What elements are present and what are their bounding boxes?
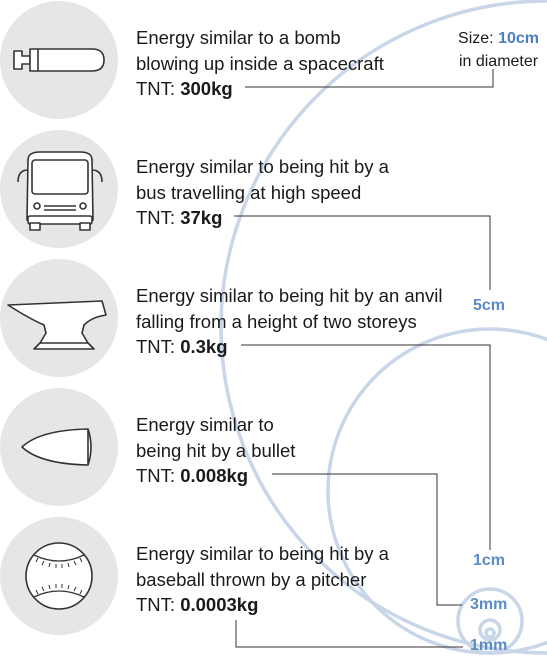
comparison-row-baseball: Energy similar to being hit by a basebal…	[0, 516, 547, 636]
description-line: bus travelling at high speed	[136, 181, 362, 203]
size-label-1cm: 1cm	[473, 552, 506, 569]
description-line: being hit by a bullet	[136, 439, 296, 461]
leader-line-0.0003kg	[235, 620, 463, 648]
baseball-icon	[0, 517, 118, 635]
tnt-value: TNT: 37kg	[136, 207, 223, 228]
description-line: Energy similar to being hit by an anvil	[136, 285, 443, 306]
size-note-prefix: Size:	[458, 30, 494, 47]
bomb-icon	[0, 1, 118, 119]
leader-line-37kg	[234, 215, 491, 290]
circle-1cm	[456, 587, 524, 655]
size-label-1mm: 1mm	[470, 637, 508, 654]
tnt-value: TNT: 300kg	[136, 78, 233, 99]
bus-icon	[0, 130, 118, 248]
description-line: Energy similar to being hit by a	[136, 156, 389, 177]
row-description: Energy similar to being hit by a basebal…	[136, 541, 389, 618]
tnt-value: TNT: 0.0003kg	[136, 594, 259, 615]
circle-1mm	[484, 627, 496, 639]
circle-3mm	[478, 618, 502, 642]
tnt-value: TNT: 0.008kg	[136, 465, 249, 486]
description-line: Energy similar to being hit by a	[136, 543, 389, 564]
tnt-value: TNT: 0.3kg	[136, 336, 228, 357]
circle-10cm	[219, 0, 547, 655]
size-note-value: 10cm	[498, 30, 539, 47]
row-description: Energy similar to being hit by a bus tra…	[136, 154, 389, 231]
comparison-row-anvil: Energy similar to being hit by an anvil …	[0, 258, 547, 378]
size-label-5cm: 5cm	[473, 297, 506, 314]
description-line: Energy similar to a bomb	[136, 27, 341, 48]
comparison-row-bus: Energy similar to being hit by a bus tra…	[0, 129, 547, 249]
bullet-icon	[0, 388, 118, 506]
size-note-suffix: in diameter	[458, 53, 539, 70]
leader-line-0.3kg	[241, 344, 491, 550]
size-label-3mm: 3mm	[470, 596, 508, 613]
comparison-row-bullet: Energy similar to being hit by a bullet …	[0, 387, 547, 507]
row-description: Energy similar to a bomb blowing up insi…	[136, 25, 384, 102]
row-description: Energy similar to being hit by an anvil …	[136, 283, 442, 360]
row-description: Energy similar to being hit by a bullet …	[136, 412, 295, 489]
description-line: falling from a height of two storeys	[136, 310, 417, 332]
anvil-icon	[0, 259, 118, 377]
comparison-row-bomb: Energy similar to a bomb blowing up insi…	[0, 0, 547, 120]
description-line: baseball thrown by a pitcher	[136, 568, 367, 590]
description-line: blowing up inside a spacecraft	[136, 52, 384, 74]
leader-line-300kg	[245, 69, 494, 88]
leader-line-0.008kg	[272, 473, 462, 606]
description-line: Energy similar to	[136, 414, 274, 435]
size-note: Size: 10cm in diameter	[458, 27, 539, 73]
